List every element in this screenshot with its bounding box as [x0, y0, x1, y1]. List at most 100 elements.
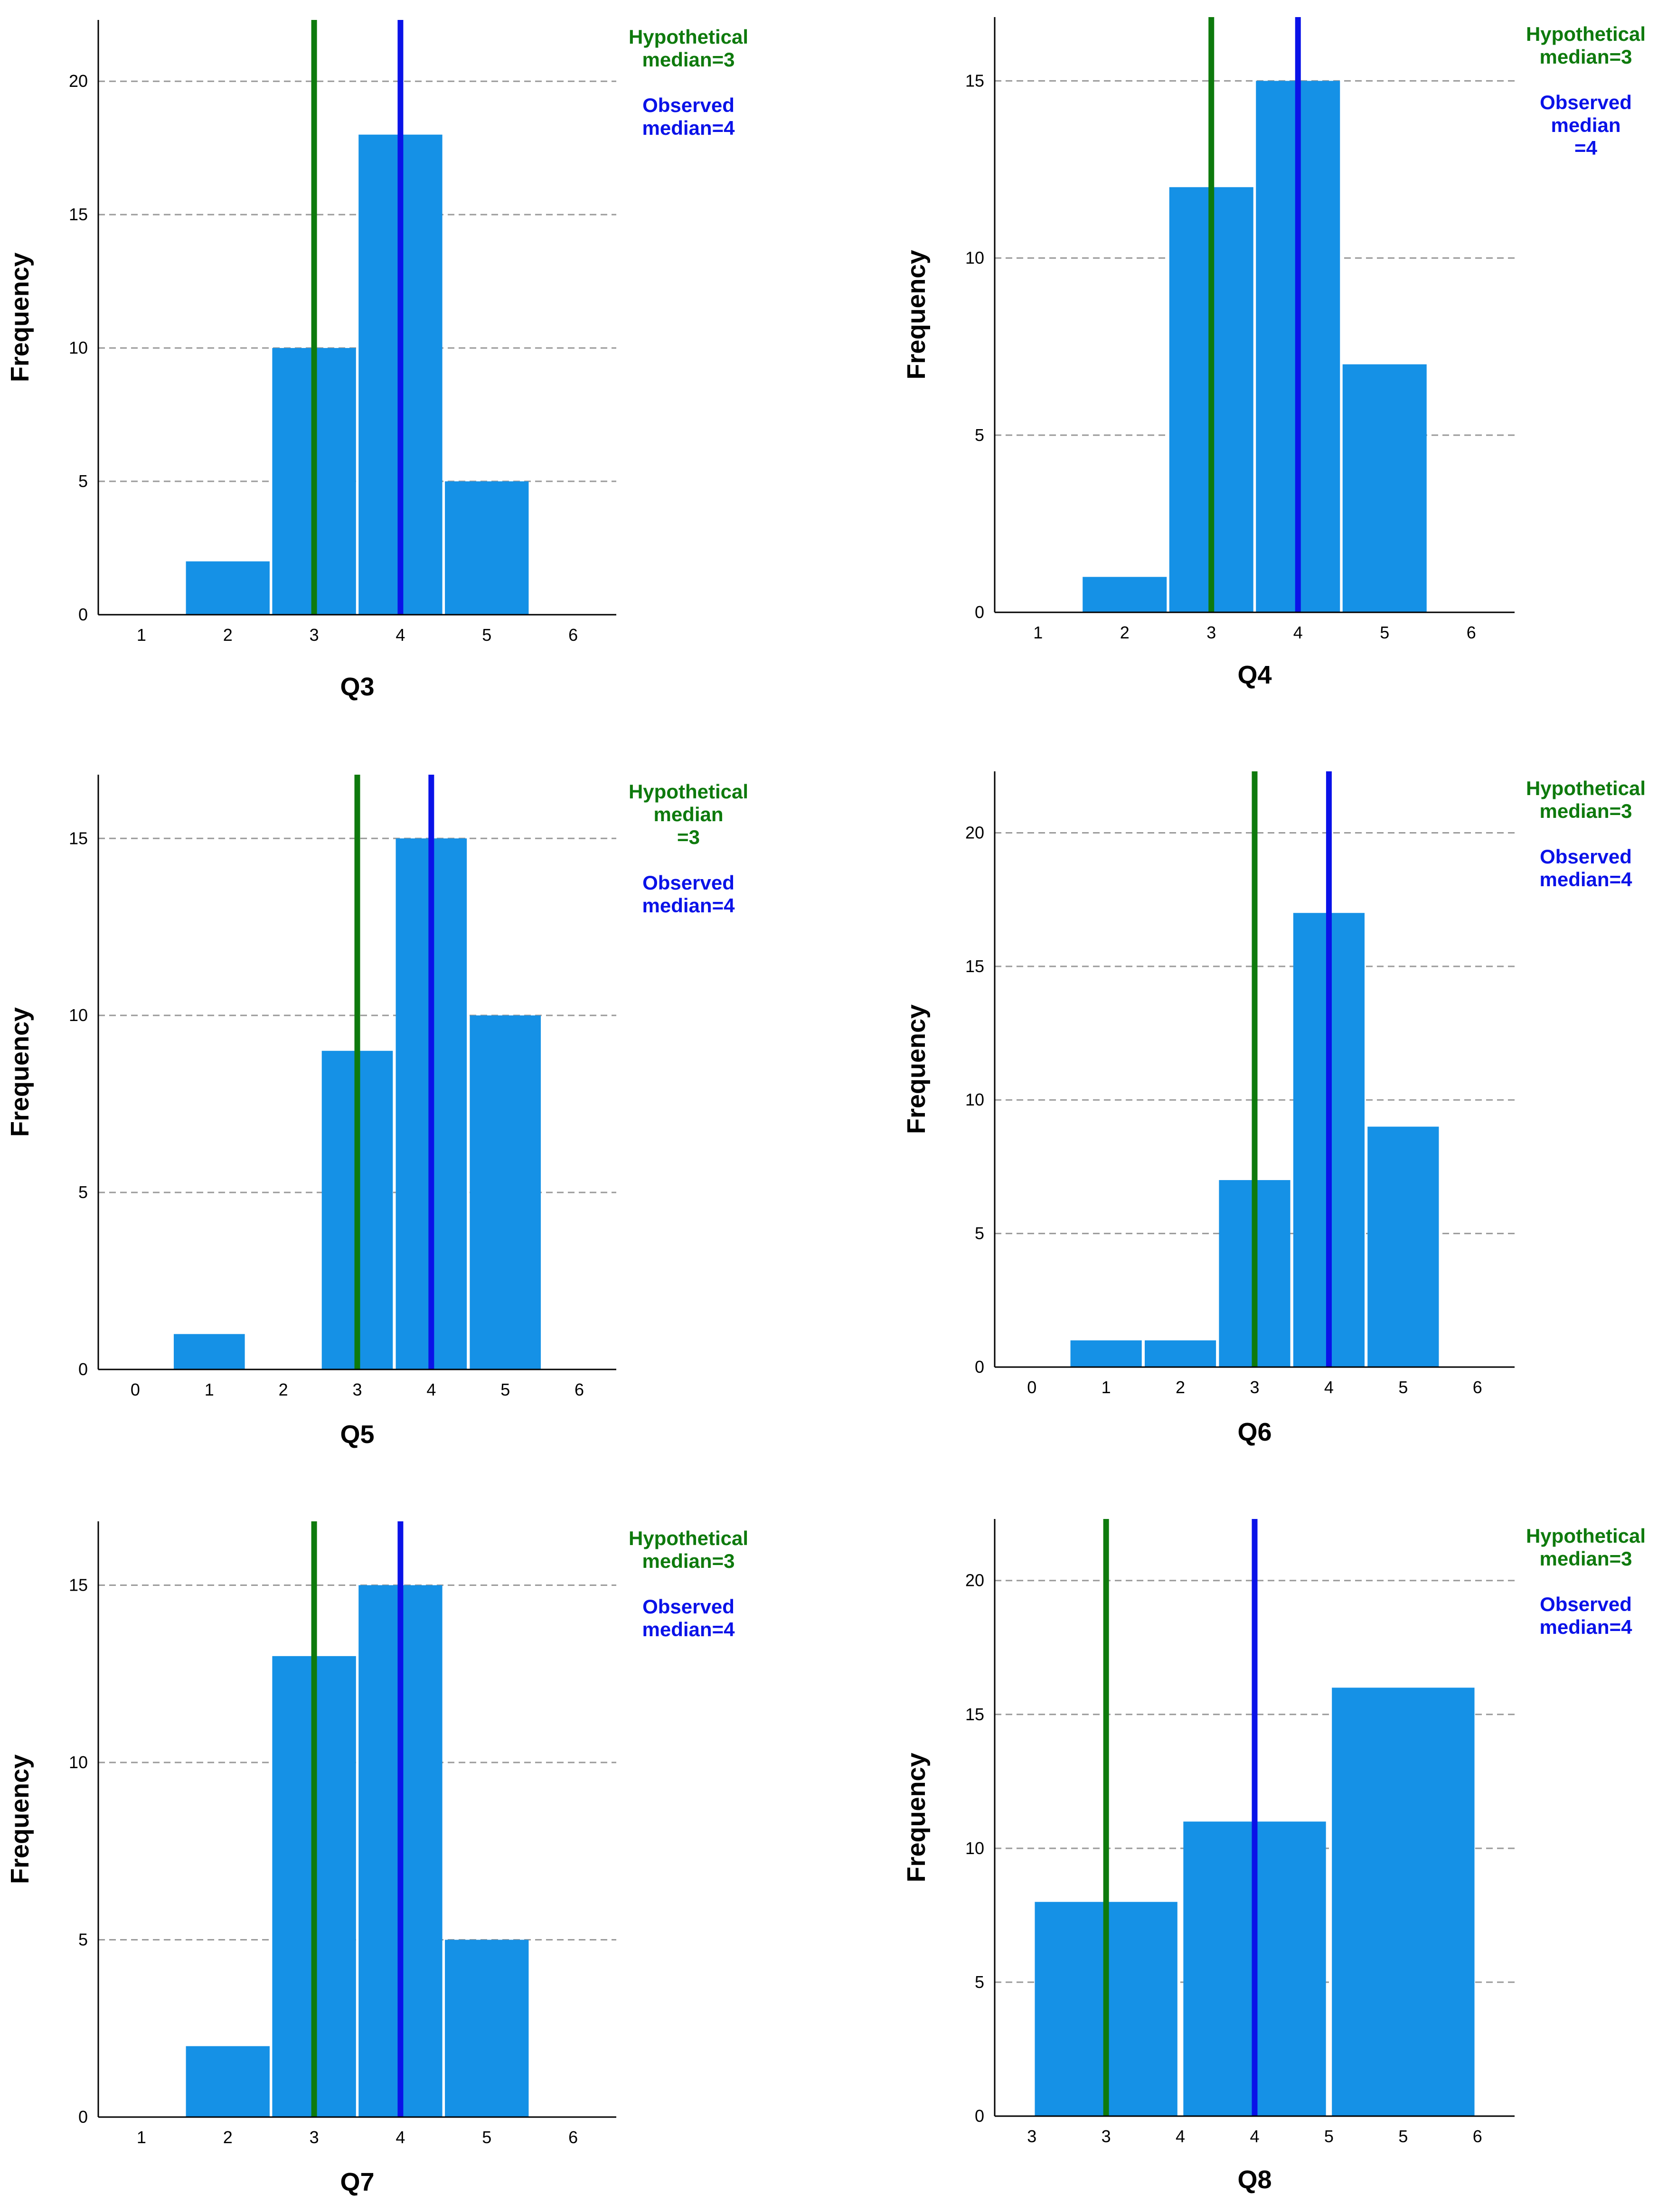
chart-q6: 0 5 10 15 20 0 1 2 3 4 5 6 Q6 Frequency Hypothetical me…: [902, 771, 1646, 1446]
y-tick-label: 0: [78, 1359, 88, 1379]
y-axis-title: Frequency: [6, 1007, 34, 1137]
y-tick-label: 15: [965, 956, 984, 976]
x-tick-label: 5: [482, 625, 491, 645]
y-tick-label: 10: [69, 338, 88, 357]
x-tick-label: 3: [1027, 2127, 1036, 2146]
x-tick-label: 5: [1398, 2127, 1408, 2146]
x-tick-label: 6: [1473, 2127, 1482, 2146]
y-axis-title: Frequency: [902, 1004, 931, 1134]
x-tick-label: 0: [1027, 1378, 1036, 1397]
chart-q8: 0 5 10 15 20 3 3 4 4 5 5 6 Q8 Frequency Hypothetical me…: [902, 1519, 1646, 2194]
x-tick-label: 3: [310, 2128, 319, 2147]
chart-q7: 0 5 10 15 1 2 3 4 5 6 Q7 Frequency Hypothetical media…: [6, 1521, 748, 2196]
x-tick-label: 3: [310, 625, 319, 645]
x-tick-label: 1: [1033, 623, 1043, 642]
y-tick-label: 5: [975, 1224, 984, 1243]
y-axis-title: Frequency: [6, 1754, 34, 1884]
y-tick-label: 5: [975, 425, 984, 445]
x-tick-label: 6: [568, 625, 578, 645]
x-tick-label: 3: [352, 1380, 362, 1399]
x-tick-label: 0: [131, 1380, 140, 1399]
y-tick-label: 10: [965, 1838, 984, 1858]
y-tick-label: 5: [975, 1972, 984, 1992]
x-axis-title: Q6: [1237, 1418, 1271, 1446]
x-tick-label: 2: [223, 2128, 233, 2147]
y-axis-title: Frequency: [6, 253, 34, 382]
y-tick-label: 0: [975, 602, 984, 622]
y-tick-label: 20: [965, 823, 984, 842]
x-axis-title: Q3: [340, 673, 374, 701]
y-tick-label: 0: [975, 2106, 984, 2126]
y-tick-label: 5: [78, 471, 88, 491]
bar-q3-5: [445, 481, 529, 615]
x-tick-label: 4: [1293, 623, 1303, 642]
x-tick-label: 5: [1398, 1378, 1408, 1397]
bar-q6-5: [1367, 1126, 1439, 1367]
y-tick-label: 10: [69, 1753, 88, 1772]
x-tick-label: 6: [1473, 1378, 1482, 1397]
x-tick-label: 5: [482, 2128, 491, 2147]
x-tick-label: 5: [500, 1380, 510, 1399]
x-tick-label: 5: [1324, 2127, 1334, 2146]
x-tick-label: 6: [1467, 623, 1476, 642]
bar-q6-1: [1070, 1340, 1142, 1367]
x-tick-label: 6: [568, 2128, 578, 2147]
y-tick-label: 15: [69, 828, 88, 848]
y-tick-label: 0: [975, 1357, 984, 1377]
bar-q8-5.5: [1332, 1687, 1475, 2116]
x-tick-label: 3: [1102, 2127, 1111, 2146]
y-tick-label: 10: [965, 1090, 984, 1109]
y-tick-label: 5: [78, 1930, 88, 1949]
y-tick-label: 10: [69, 1005, 88, 1025]
bar-q5-5: [470, 1015, 541, 1369]
y-tick-label: 10: [965, 248, 984, 268]
x-tick-label: 2: [1120, 623, 1130, 642]
y-tick-label: 20: [69, 71, 88, 91]
bar-q7-5: [445, 1940, 529, 2117]
bar-q4-2: [1083, 577, 1167, 612]
bar-q3-2: [186, 561, 270, 615]
x-tick-label: 2: [1176, 1378, 1185, 1397]
x-tick-label: 5: [1380, 623, 1389, 642]
x-axis-title: Q8: [1237, 2165, 1271, 2194]
x-tick-label: 1: [205, 1380, 214, 1399]
x-tick-label: 4: [1176, 2127, 1185, 2146]
y-axis-title: Frequency: [902, 1753, 931, 1882]
bar-q4-5: [1342, 364, 1427, 612]
x-tick-label: 4: [1250, 2127, 1259, 2146]
y-tick-label: 0: [78, 2107, 88, 2127]
x-tick-label: 1: [137, 625, 146, 645]
x-tick-label: 2: [279, 1380, 288, 1399]
y-tick-label: 15: [69, 1575, 88, 1594]
x-tick-label: 1: [1102, 1378, 1111, 1397]
chart-q3: 0 5 10 15 20 1 2 3 4 5 6 Q3 Frequency Hypothetical med…: [6, 20, 748, 701]
x-tick-label: 4: [396, 625, 405, 645]
x-tick-label: 4: [426, 1380, 436, 1399]
y-tick-label: 15: [965, 71, 984, 90]
x-axis-title: Q7: [340, 2168, 374, 2196]
x-tick-label: 3: [1206, 623, 1216, 642]
bar-q7-2: [186, 2046, 270, 2117]
x-tick-label: 4: [1324, 1378, 1334, 1397]
x-tick-label: 2: [223, 625, 233, 645]
chart-q4: 0 5 10 15 1 2 3 4 5 6 Q4 Frequency Hypothetical media…: [902, 17, 1646, 689]
y-tick-label: 15: [69, 205, 88, 224]
y-tick-label: 5: [78, 1182, 88, 1202]
bar-q6-2: [1144, 1340, 1216, 1367]
chart-q5: 0 5 10 15 0 1 2 3 4 5 6 Q5 Frequency Hypothetical medi…: [6, 775, 748, 1449]
x-axis-title: Q5: [340, 1420, 374, 1449]
x-tick-label: 4: [396, 2128, 405, 2147]
